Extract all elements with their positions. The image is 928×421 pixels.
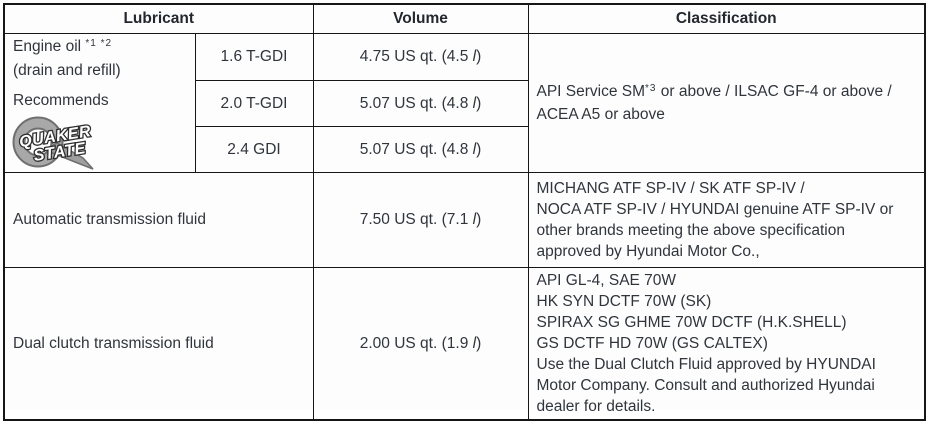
engine-oil-title: Engine oil *1 *2 [13,36,187,60]
lubricant-spec-table: Lubricant Volume Classification Engine o… [3,3,926,421]
header-row: Lubricant Volume Classification [3,3,926,34]
volume-cell: 5.07 US qt. (4.8 l) [312,126,529,173]
classification-text: or above / ILSAC GF-4 or above / [656,83,892,100]
classification-line: SPIRAX SG GHME 70W DCTF (H.K.SHELL) [536,314,847,331]
classification-line: approved by Hyundai Motor Co., [536,243,760,260]
atf-label-cell: Automatic transmission fluid [3,172,314,268]
table-row-engine-3: 2.4 GDI 5.07 US qt. (4.8 l) [4,126,925,173]
engine-variant-cell: 1.6 T-GDI [194,33,314,81]
engine-variant-cell: 2.0 T-GDI [194,79,314,128]
quaker-state-logo: QUAKER STATE [11,116,107,170]
engine-variant-cell: 2.4 GDI [194,126,314,173]
quaker-state-logo-icon: QUAKER STATE [12,116,94,170]
col-header-lubricant: Lubricant [3,3,314,34]
classification-line: GS DCTF HD 70W (GS CALTEX) [536,335,768,352]
classification-line: NOCA ATF SP-IV / HYUNDAI genuine ATF SP-… [536,201,894,218]
engine-oil-subtitle: (drain and refill) [13,62,121,79]
classification-line: Use the Dual Clutch Fluid approved by HY… [536,356,876,373]
recommends-label: Recommends [13,92,109,109]
col-header-classification: Classification [527,3,926,34]
volume-text: 4.75 US qt. (4.5 [359,47,473,65]
volume-cell: 2.00 US qt. (1.9 l) [312,267,529,421]
volume-text: 7.50 US qt. (7.1 [359,211,473,228]
volume-text: 5.07 US qt. (4.8 [359,94,473,112]
volume-close: ) [476,47,482,65]
engine-oil-cell: Engine oil *1 *2 (drain and refill) Reco… [3,33,196,173]
table-row-engine-1: Engine oil *1 *2 (drain and refill) Reco… [3,33,926,173]
classification-line: Motor Company. Consult and authorized Hy… [536,377,875,394]
table-row-dctf: Dual clutch transmission fluid 2.00 US q… [3,267,926,421]
volume-close: ) [476,140,482,158]
liter-symbol: l [472,94,477,112]
classification-cell-atf: MICHANG ATF SP-IV / SK ATF SP-IV / NOCA … [527,172,926,268]
classification-line: MICHANG ATF SP-IV / SK ATF SP-IV / [536,180,805,197]
volume-cell: 4.75 US qt. (4.5 l) [312,33,529,81]
classification-line: API Service SM*3 or above / ILSAC GF-4 o… [537,81,917,104]
footnote-superscript: *3 [645,83,657,94]
liter-symbol: l [472,334,477,352]
table-row-engine-2: 2.0 T-GDI 5.07 US qt. (4.8 l) [4,79,925,128]
col-header-volume: Volume [312,3,529,34]
lubricant-spec-page: Lubricant Volume Classification Engine o… [3,3,926,421]
classification-line: dealer for details. [536,398,656,415]
classification-text: API Service SM [536,83,646,100]
volume-text: 5.07 US qt. (4.8 [359,140,473,158]
volume-cell: 7.50 US qt. (7.1 l) [312,172,529,268]
liter-symbol: l [472,47,477,65]
footnote-superscript: *1 *2 [85,38,113,49]
table-row-atf: Automatic transmission fluid 7.50 US qt.… [3,172,926,268]
volume-text: 2.00 US qt. (1.9 [359,334,473,352]
classification-line: ACEA A5 or above [536,106,665,123]
classification-cell-engine-oil: API Service SM*3 or above / ILSAC GF-4 o… [527,33,926,173]
classification-line: HK SYN DCTF 70W (SK) [536,293,712,310]
engine-oil-title-text: Engine oil [13,38,82,55]
liter-symbol: l [472,211,477,228]
volume-close: ) [476,211,482,228]
dctf-label-cell: Dual clutch transmission fluid [3,267,314,421]
liter-symbol: l [472,140,477,158]
volume-close: ) [476,334,482,352]
volume-close: ) [476,94,482,112]
classification-line: API GL-4, SAE 70W [536,272,677,289]
classification-cell-dctf: API GL-4, SAE 70W HK SYN DCTF 70W (SK) S… [527,267,926,421]
volume-cell: 5.07 US qt. (4.8 l) [312,79,529,128]
classification-line: other brands meeting the above specifica… [536,222,845,239]
